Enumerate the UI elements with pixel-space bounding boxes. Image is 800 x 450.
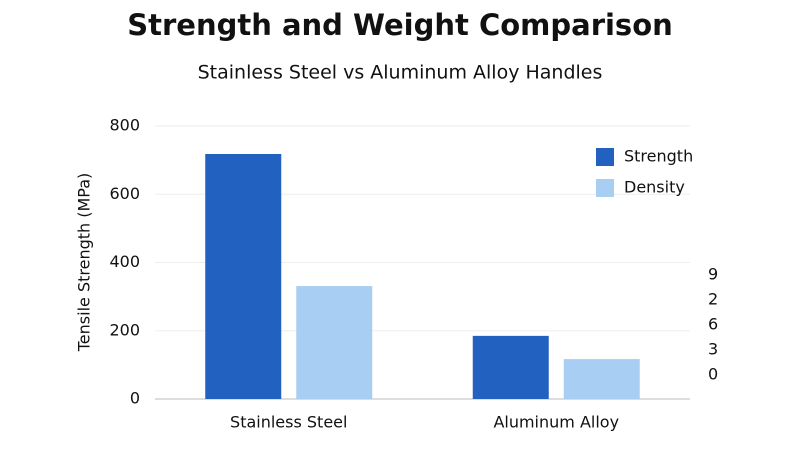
right-label: 2 — [708, 290, 718, 309]
legend-label: Density — [624, 178, 685, 197]
y-tick-label: 400 — [109, 252, 140, 271]
right-label: 3 — [708, 340, 718, 359]
right-label: 9 — [708, 265, 718, 284]
y-tick-label: 800 — [109, 116, 140, 135]
x-tick-label: Stainless Steel — [230, 413, 347, 432]
bar — [472, 335, 549, 399]
bar — [296, 286, 373, 399]
legend-swatch — [596, 148, 614, 166]
chart-subtitle: Stainless Steel vs Aluminum Alloy Handle… — [198, 62, 603, 84]
right-label: 6 — [708, 315, 718, 334]
y-axis-label: Tensile Strength (MPa) — [75, 173, 94, 353]
y-tick-label: 600 — [109, 184, 140, 203]
bar — [563, 359, 640, 399]
bar — [205, 153, 282, 399]
chart-title: Strength and Weight Comparison — [127, 8, 673, 42]
x-tick-label: Aluminum Alloy — [493, 413, 619, 432]
y-tick-label: 200 — [109, 320, 140, 339]
legend-label: Strength — [624, 147, 693, 166]
legend-swatch — [596, 179, 614, 197]
right-label: 0 — [708, 365, 718, 384]
y-tick-label: 0 — [130, 389, 140, 408]
